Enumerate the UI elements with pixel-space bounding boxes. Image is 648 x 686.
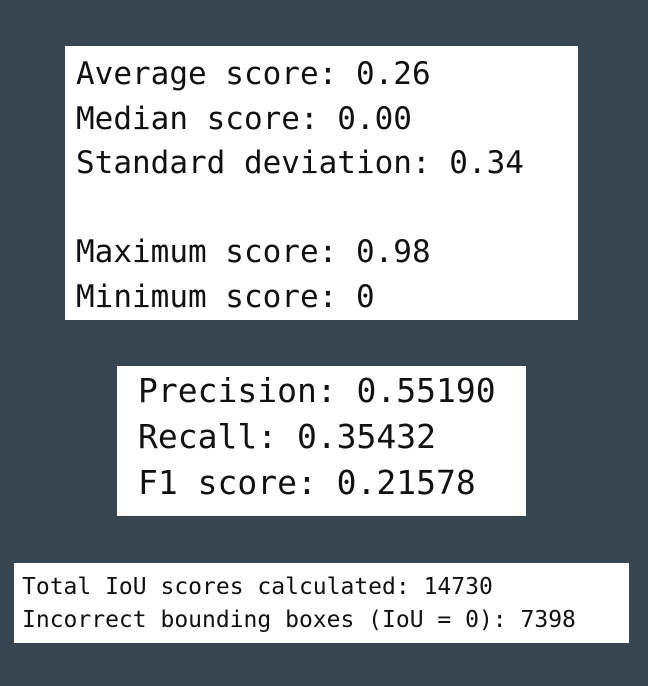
f1-score-text: F1 score: 0.21578 <box>138 463 476 502</box>
spacer <box>76 186 578 231</box>
average-score-text: Average score: 0.26 <box>76 56 431 92</box>
standard-deviation-text: Standard deviation: 0.34 <box>76 145 524 181</box>
score-statistics-panel: Average score: 0.26 Median score: 0.00 S… <box>65 46 578 320</box>
median-score-text: Median score: 0.00 <box>76 100 412 137</box>
minimum-score-text: Minimum score: 0 <box>76 278 375 315</box>
maximum-score-text: Maximum score: 0.98 <box>76 234 431 270</box>
precision-text: Precision: 0.55190 <box>138 371 496 410</box>
recall-text: Recall: 0.35432 <box>138 417 437 456</box>
classification-metrics-panel: Precision: 0.55190 Recall: 0.35432 F1 sc… <box>117 366 526 516</box>
iou-totals-panel: Total IoU scores calculated: 14730 Incor… <box>14 563 629 643</box>
total-iou-text: Total IoU scores calculated: 14730 <box>22 574 493 600</box>
incorrect-boxes-text: Incorrect bounding boxes (IoU = 0): 7398 <box>22 607 576 633</box>
